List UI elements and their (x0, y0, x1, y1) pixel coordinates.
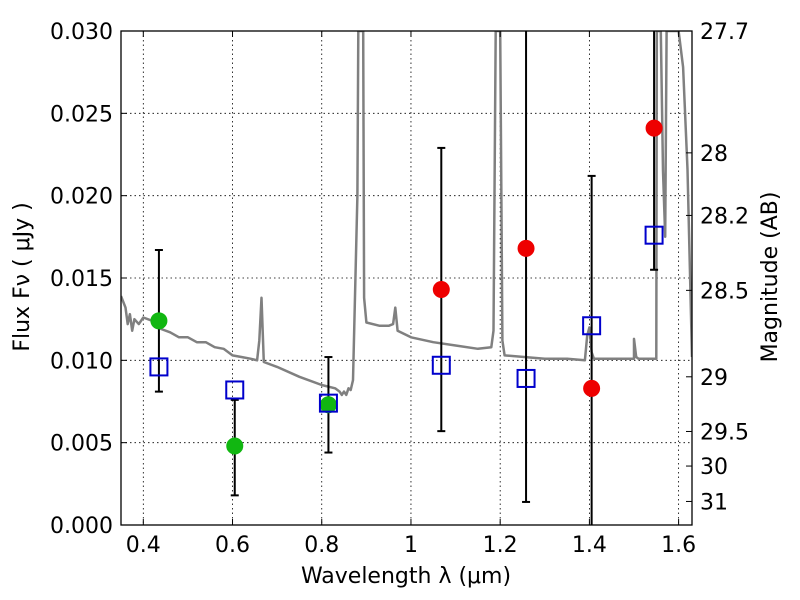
detected-point (319, 396, 337, 414)
model-photometry-square (149, 357, 169, 377)
model-photometry-square (516, 368, 536, 388)
nondetected-point (432, 281, 450, 299)
nondetected-point (517, 239, 535, 257)
markers (149, 119, 664, 455)
y2-tick-label: 28 (700, 142, 728, 167)
x-tick-label: 1.6 (661, 533, 696, 558)
x-tick-label: 1.2 (483, 533, 518, 558)
y2-tick-label: 31 (700, 490, 728, 515)
nondetected-point (583, 379, 601, 397)
y2-tick-label: 30 (700, 455, 728, 480)
ticks (121, 30, 692, 526)
y-tick-label: 0.020 (50, 185, 113, 210)
y2-tick-label: 27.7 (700, 20, 749, 45)
tick-labels: 0.4 0.6 0.8 1 1.2 1.4 1.6 0.000 0.005 0.010 0.015 0… (50, 20, 749, 558)
model-photometry-square (582, 316, 602, 336)
y2-tick-label: 29.5 (700, 420, 749, 445)
model-photometry-square (318, 393, 338, 413)
x-tick-label: 1.4 (572, 533, 607, 558)
model-photometry-square (431, 355, 451, 375)
y-tick-label: 0.010 (50, 349, 113, 374)
y-axis-title: Flux Fν ( μJy ) (10, 202, 35, 351)
y-tick-label: 0.000 (50, 514, 113, 539)
y-tick-label: 0.030 (50, 20, 113, 45)
nondetected-point (645, 119, 663, 137)
x-axis-title: Wavelength λ (μm) (301, 564, 511, 589)
detected-point (150, 312, 168, 330)
y2-tick-label: 29 (700, 366, 728, 391)
model-photometry-square (644, 225, 664, 245)
grid (121, 30, 692, 526)
x-tick-label: 1 (404, 533, 418, 558)
model-sed-layer (121, 31, 692, 397)
y-tick-label: 0.005 (50, 432, 113, 457)
model-photometry-square (225, 380, 245, 400)
y2-tick-label: 28.5 (700, 279, 749, 304)
y2-tick-label: 28.2 (700, 204, 749, 229)
y-tick-label: 0.015 (50, 267, 113, 292)
x-tick-label: 0.6 (215, 533, 250, 558)
x-tick-label: 0.4 (126, 533, 161, 558)
x-tick-label: 0.8 (304, 533, 339, 558)
model-sed-line (121, 31, 692, 397)
detected-point (226, 437, 244, 455)
y2-axis-title: Magnitude (AB) (758, 192, 783, 363)
y-tick-label: 0.025 (50, 102, 113, 127)
